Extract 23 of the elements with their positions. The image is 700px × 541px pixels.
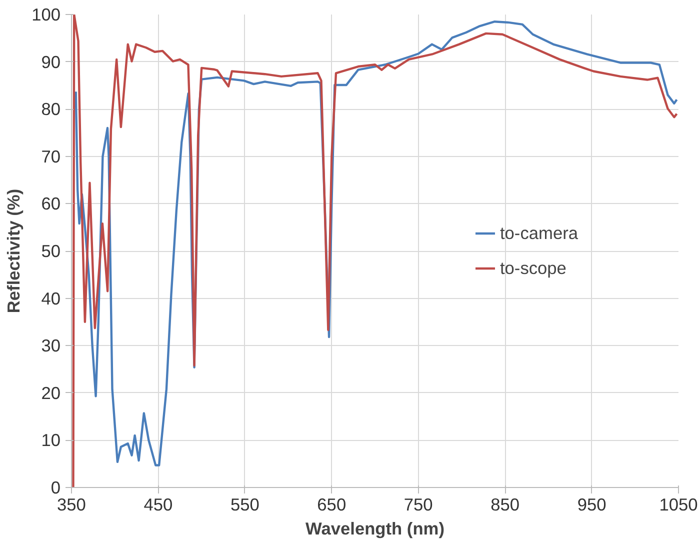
x-axis-title: Wavelength (nm) [306,518,444,538]
y-tick-label: 30 [41,336,61,356]
y-tick-label: 50 [41,241,61,261]
x-tick-label: 750 [404,494,433,514]
y-axis-title: Reflectivity (%) [4,188,24,314]
y-tick-label: 10 [41,430,61,450]
y-tick-label: 40 [41,288,61,308]
x-tick-label: 650 [317,494,346,514]
y-tick-label: 100 [32,4,61,24]
x-tick-label: 350 [57,494,86,514]
x-tick-label: 450 [144,494,173,514]
y-tick-label: 0 [50,478,61,498]
y-tick-label: 20 [41,382,61,403]
y-tick-label: 70 [41,146,61,166]
y-tick-label: 90 [41,52,61,72]
x-tick-label: 550 [230,494,260,514]
x-tick-label: 850 [490,494,520,514]
y-tick-label: 60 [41,194,61,214]
y-tick-label: 80 [41,99,61,120]
legend-label: to-camera [500,222,578,244]
x-tick-label: 1050 [659,494,698,514]
legend-label: to-scope [500,258,566,278]
x-tick-label: 950 [577,494,606,514]
